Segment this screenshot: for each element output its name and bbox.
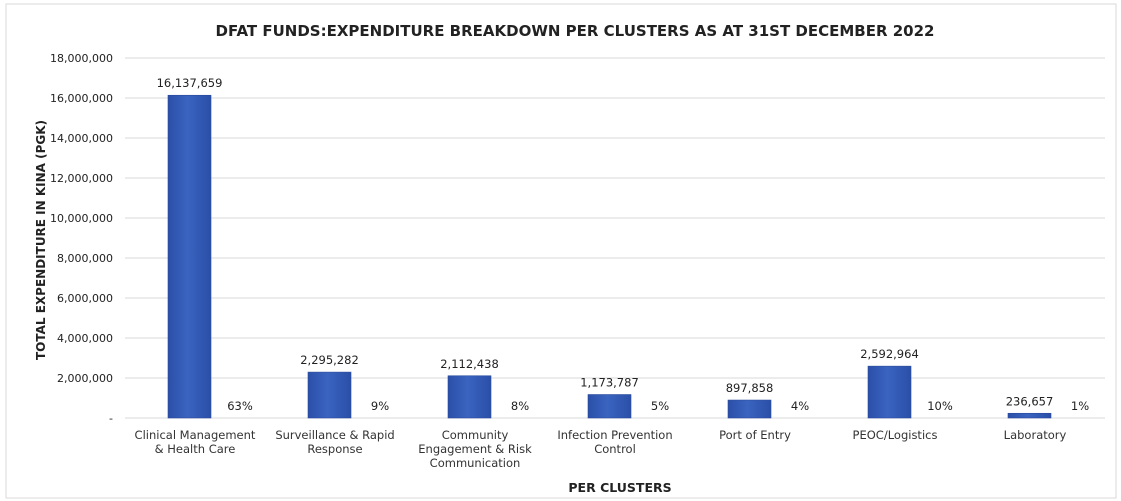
bar — [167, 94, 212, 419]
y-tick-label: 6,000,000 — [57, 292, 113, 305]
bar — [307, 371, 352, 419]
y-tick-label: 4,000,000 — [57, 332, 113, 345]
share-label: 9% — [371, 399, 389, 413]
share-label: 4% — [791, 399, 809, 413]
x-tick-label: Community Engagement & Risk Communicatio… — [418, 428, 532, 470]
share-label: 8% — [511, 399, 529, 413]
data-label: 897,858 — [726, 381, 774, 395]
x-tick-label: Clinical Management & Health Care — [134, 428, 256, 456]
data-label: 16,137,659 — [157, 76, 223, 90]
y-tick-label: 8,000,000 — [57, 252, 113, 265]
x-tick-label: Laboratory — [1003, 428, 1067, 442]
data-label: 2,295,282 — [300, 353, 359, 367]
data-label: 2,592,964 — [860, 347, 919, 361]
share-label: 5% — [651, 399, 669, 413]
bar — [447, 375, 492, 419]
y-tick-label: 16,000,000 — [50, 92, 113, 105]
y-tick-label: 18,000,000 — [50, 52, 113, 65]
y-tick-label: 10,000,000 — [50, 212, 113, 225]
x-tick-label: Infection Prevention Control — [557, 428, 673, 456]
y-tick-label: 14,000,000 — [50, 132, 113, 145]
bar — [1007, 412, 1052, 419]
y-axis-title: TOTAL EXPENDITURE IN KINA (PGK) — [34, 120, 48, 360]
share-label: 1% — [1071, 399, 1089, 413]
share-label: 63% — [227, 399, 253, 413]
x-tick-label: PEOC/Logistics — [852, 428, 938, 442]
data-label: 1,173,787 — [580, 376, 639, 390]
chart-title: DFAT FUNDS:EXPENDITURE BREAKDOWN PER CLU… — [216, 22, 935, 40]
data-label: 236,657 — [1006, 394, 1054, 408]
chart-frame — [5, 3, 1117, 499]
bar — [587, 394, 632, 419]
bar — [867, 365, 912, 419]
y-tick-label: 12,000,000 — [50, 172, 113, 185]
y-tick-label: 2,000,000 — [57, 372, 113, 385]
data-label: 2,112,438 — [440, 357, 499, 371]
y-tick-label: - — [109, 412, 113, 425]
x-tick-label: Port of Entry — [719, 428, 791, 442]
share-label: 10% — [927, 399, 953, 413]
x-tick-label: Surveillance & Rapid Response — [275, 428, 395, 456]
x-axis-title: PER CLUSTERS — [568, 480, 671, 495]
bar — [727, 399, 772, 419]
